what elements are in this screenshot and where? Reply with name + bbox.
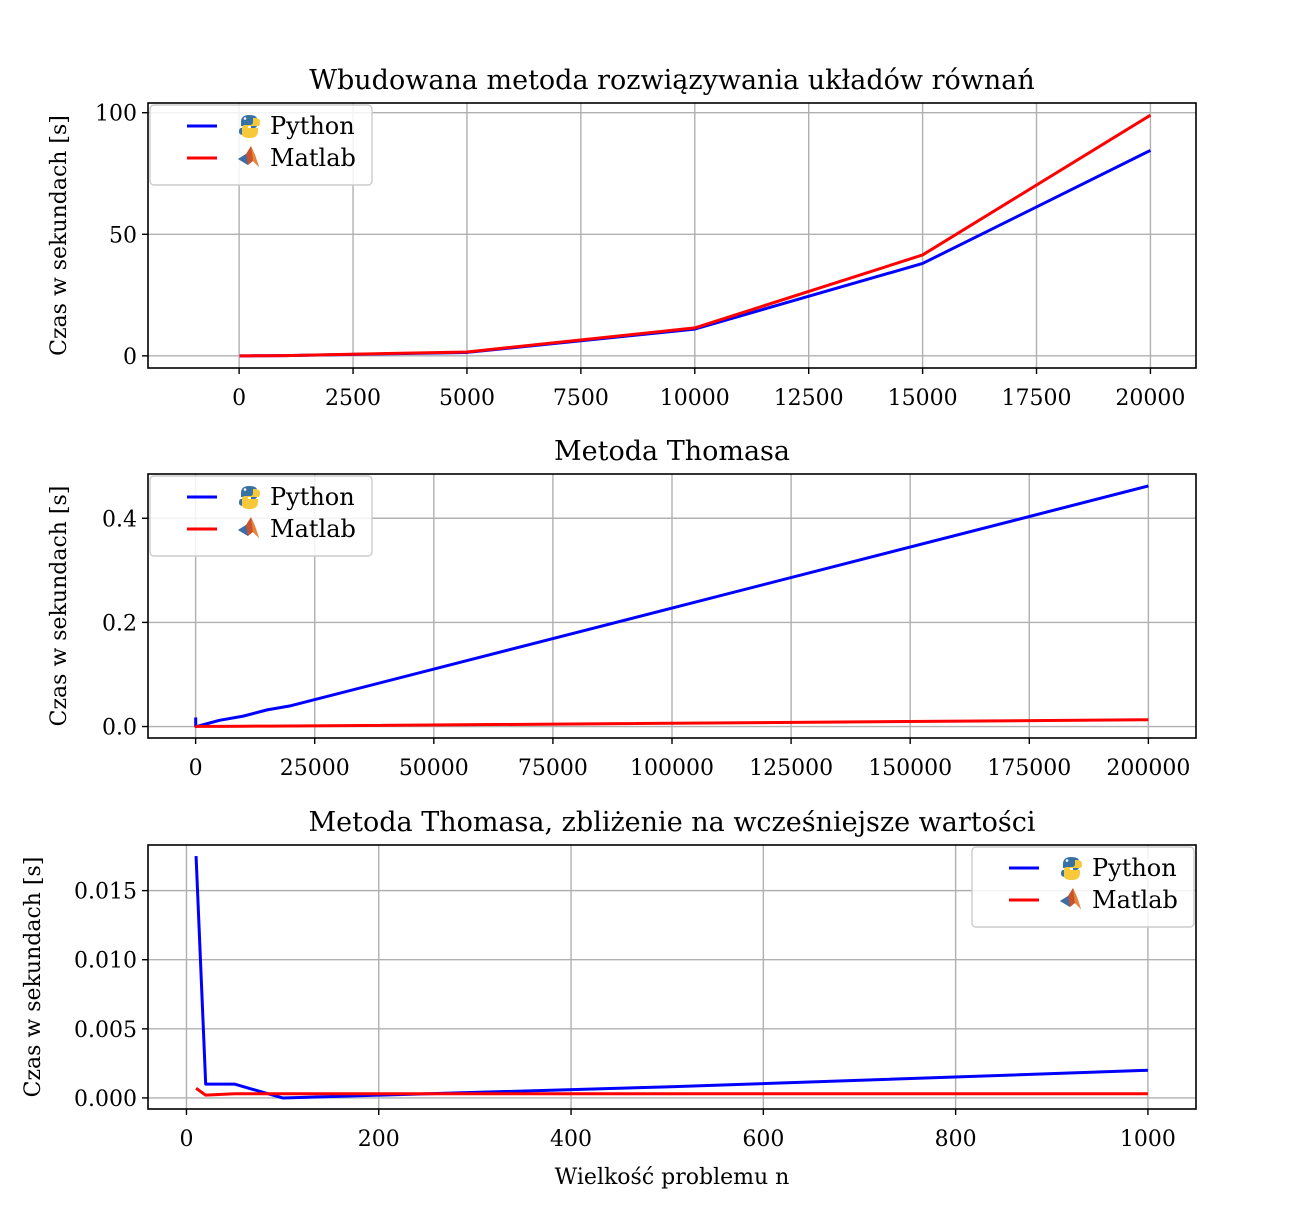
legend-label: Matlab bbox=[270, 515, 356, 543]
x-tick-label: 150000 bbox=[868, 756, 952, 781]
y-tick-label: 0.010 bbox=[74, 949, 137, 974]
series-line-python bbox=[194, 855, 1148, 1100]
x-tick-label: 20000 bbox=[1115, 386, 1185, 411]
y-tick-label: 0.000 bbox=[74, 1087, 137, 1112]
x-tick-label: 125000 bbox=[749, 756, 833, 781]
y-tick-label: 0.005 bbox=[74, 1018, 137, 1043]
x-tick-label: 0 bbox=[232, 386, 246, 411]
python-logo-icon bbox=[239, 115, 260, 138]
plot-frame bbox=[147, 102, 1197, 369]
x-tick-label: 175000 bbox=[987, 756, 1071, 781]
x-tick-label: 800 bbox=[935, 1127, 977, 1152]
series-line-matlab bbox=[195, 1087, 1148, 1097]
x-axis-label: Wielkość problemu n bbox=[555, 1165, 790, 1190]
plot-frame bbox=[147, 844, 1197, 1110]
legend: Python Matlab bbox=[971, 846, 1195, 928]
y-axis-label: Czas w sekundach [s] bbox=[47, 115, 72, 356]
chart-panel-1: 0 2500 5000 7500 10000 12500 15000 17500 20000 0 5… bbox=[47, 65, 1197, 411]
chart-title: Wbudowana metoda rozwiązywania układów r… bbox=[309, 65, 1035, 96]
x-tick-label: 200000 bbox=[1106, 756, 1190, 781]
x-tick-label: 7500 bbox=[553, 386, 609, 411]
matlab-logo-icon bbox=[238, 517, 259, 538]
legend-label: Python bbox=[270, 483, 355, 511]
x-tick-label: 75000 bbox=[518, 756, 588, 781]
y-axis-label: Czas w sekundach [s] bbox=[21, 857, 46, 1098]
python-logo-icon bbox=[239, 486, 260, 509]
y-tick-label: 0.015 bbox=[74, 880, 137, 905]
x-tick-label: 2500 bbox=[325, 386, 381, 411]
y-tick-label: 0.2 bbox=[102, 611, 137, 636]
x-tick-label: 0 bbox=[189, 756, 203, 781]
y-axis-label: Czas w sekundach [s] bbox=[47, 486, 72, 727]
x-tick-label: 5000 bbox=[439, 386, 495, 411]
matlab-logo-icon bbox=[1060, 888, 1081, 909]
x-tick-label: 100000 bbox=[630, 756, 714, 781]
chart-title: Metoda Thomasa, zbliżenie na wcześniejsz… bbox=[309, 807, 1036, 838]
legend-label: Matlab bbox=[1092, 886, 1178, 914]
legend: Python Matlab bbox=[149, 475, 373, 557]
series-line-matlab bbox=[238, 113, 1152, 358]
x-tick-label: 15000 bbox=[888, 386, 958, 411]
x-tick-label: 25000 bbox=[280, 756, 350, 781]
x-tick-label: 10000 bbox=[660, 386, 730, 411]
matlab-logo-icon bbox=[238, 146, 259, 167]
legend-label: Matlab bbox=[270, 144, 356, 172]
legend: Python Matlab bbox=[149, 104, 373, 186]
chart-title: Metoda Thomasa bbox=[554, 436, 790, 467]
y-tick-label: 0.0 bbox=[102, 716, 137, 741]
x-tick-label: 17500 bbox=[1002, 386, 1072, 411]
legend-label: Python bbox=[270, 112, 355, 140]
x-tick-label: 12500 bbox=[774, 386, 844, 411]
x-tick-label: 200 bbox=[358, 1127, 400, 1152]
x-tick-label: 1000 bbox=[1120, 1127, 1176, 1152]
y-tick-label: 100 bbox=[95, 102, 137, 127]
chart-panel-3: 0 200 400 600 800 1000 0.000 0.005 0.010 0.015 Met… bbox=[21, 807, 1197, 1190]
legend-label: Python bbox=[1092, 854, 1177, 882]
x-tick-label: 50000 bbox=[399, 756, 469, 781]
y-tick-label: 0.4 bbox=[102, 507, 137, 532]
y-tick-label: 0 bbox=[123, 345, 137, 370]
chart-panel-2: 0 25000 50000 75000 100000 125000 150000 175000… bbox=[47, 436, 1197, 781]
python-logo-icon bbox=[1061, 857, 1082, 880]
y-tick-label: 50 bbox=[109, 223, 137, 248]
x-tick-label: 0 bbox=[179, 1127, 193, 1152]
x-tick-label: 400 bbox=[550, 1127, 592, 1152]
x-tick-label: 600 bbox=[742, 1127, 784, 1152]
series-line-matlab bbox=[194, 718, 1149, 728]
